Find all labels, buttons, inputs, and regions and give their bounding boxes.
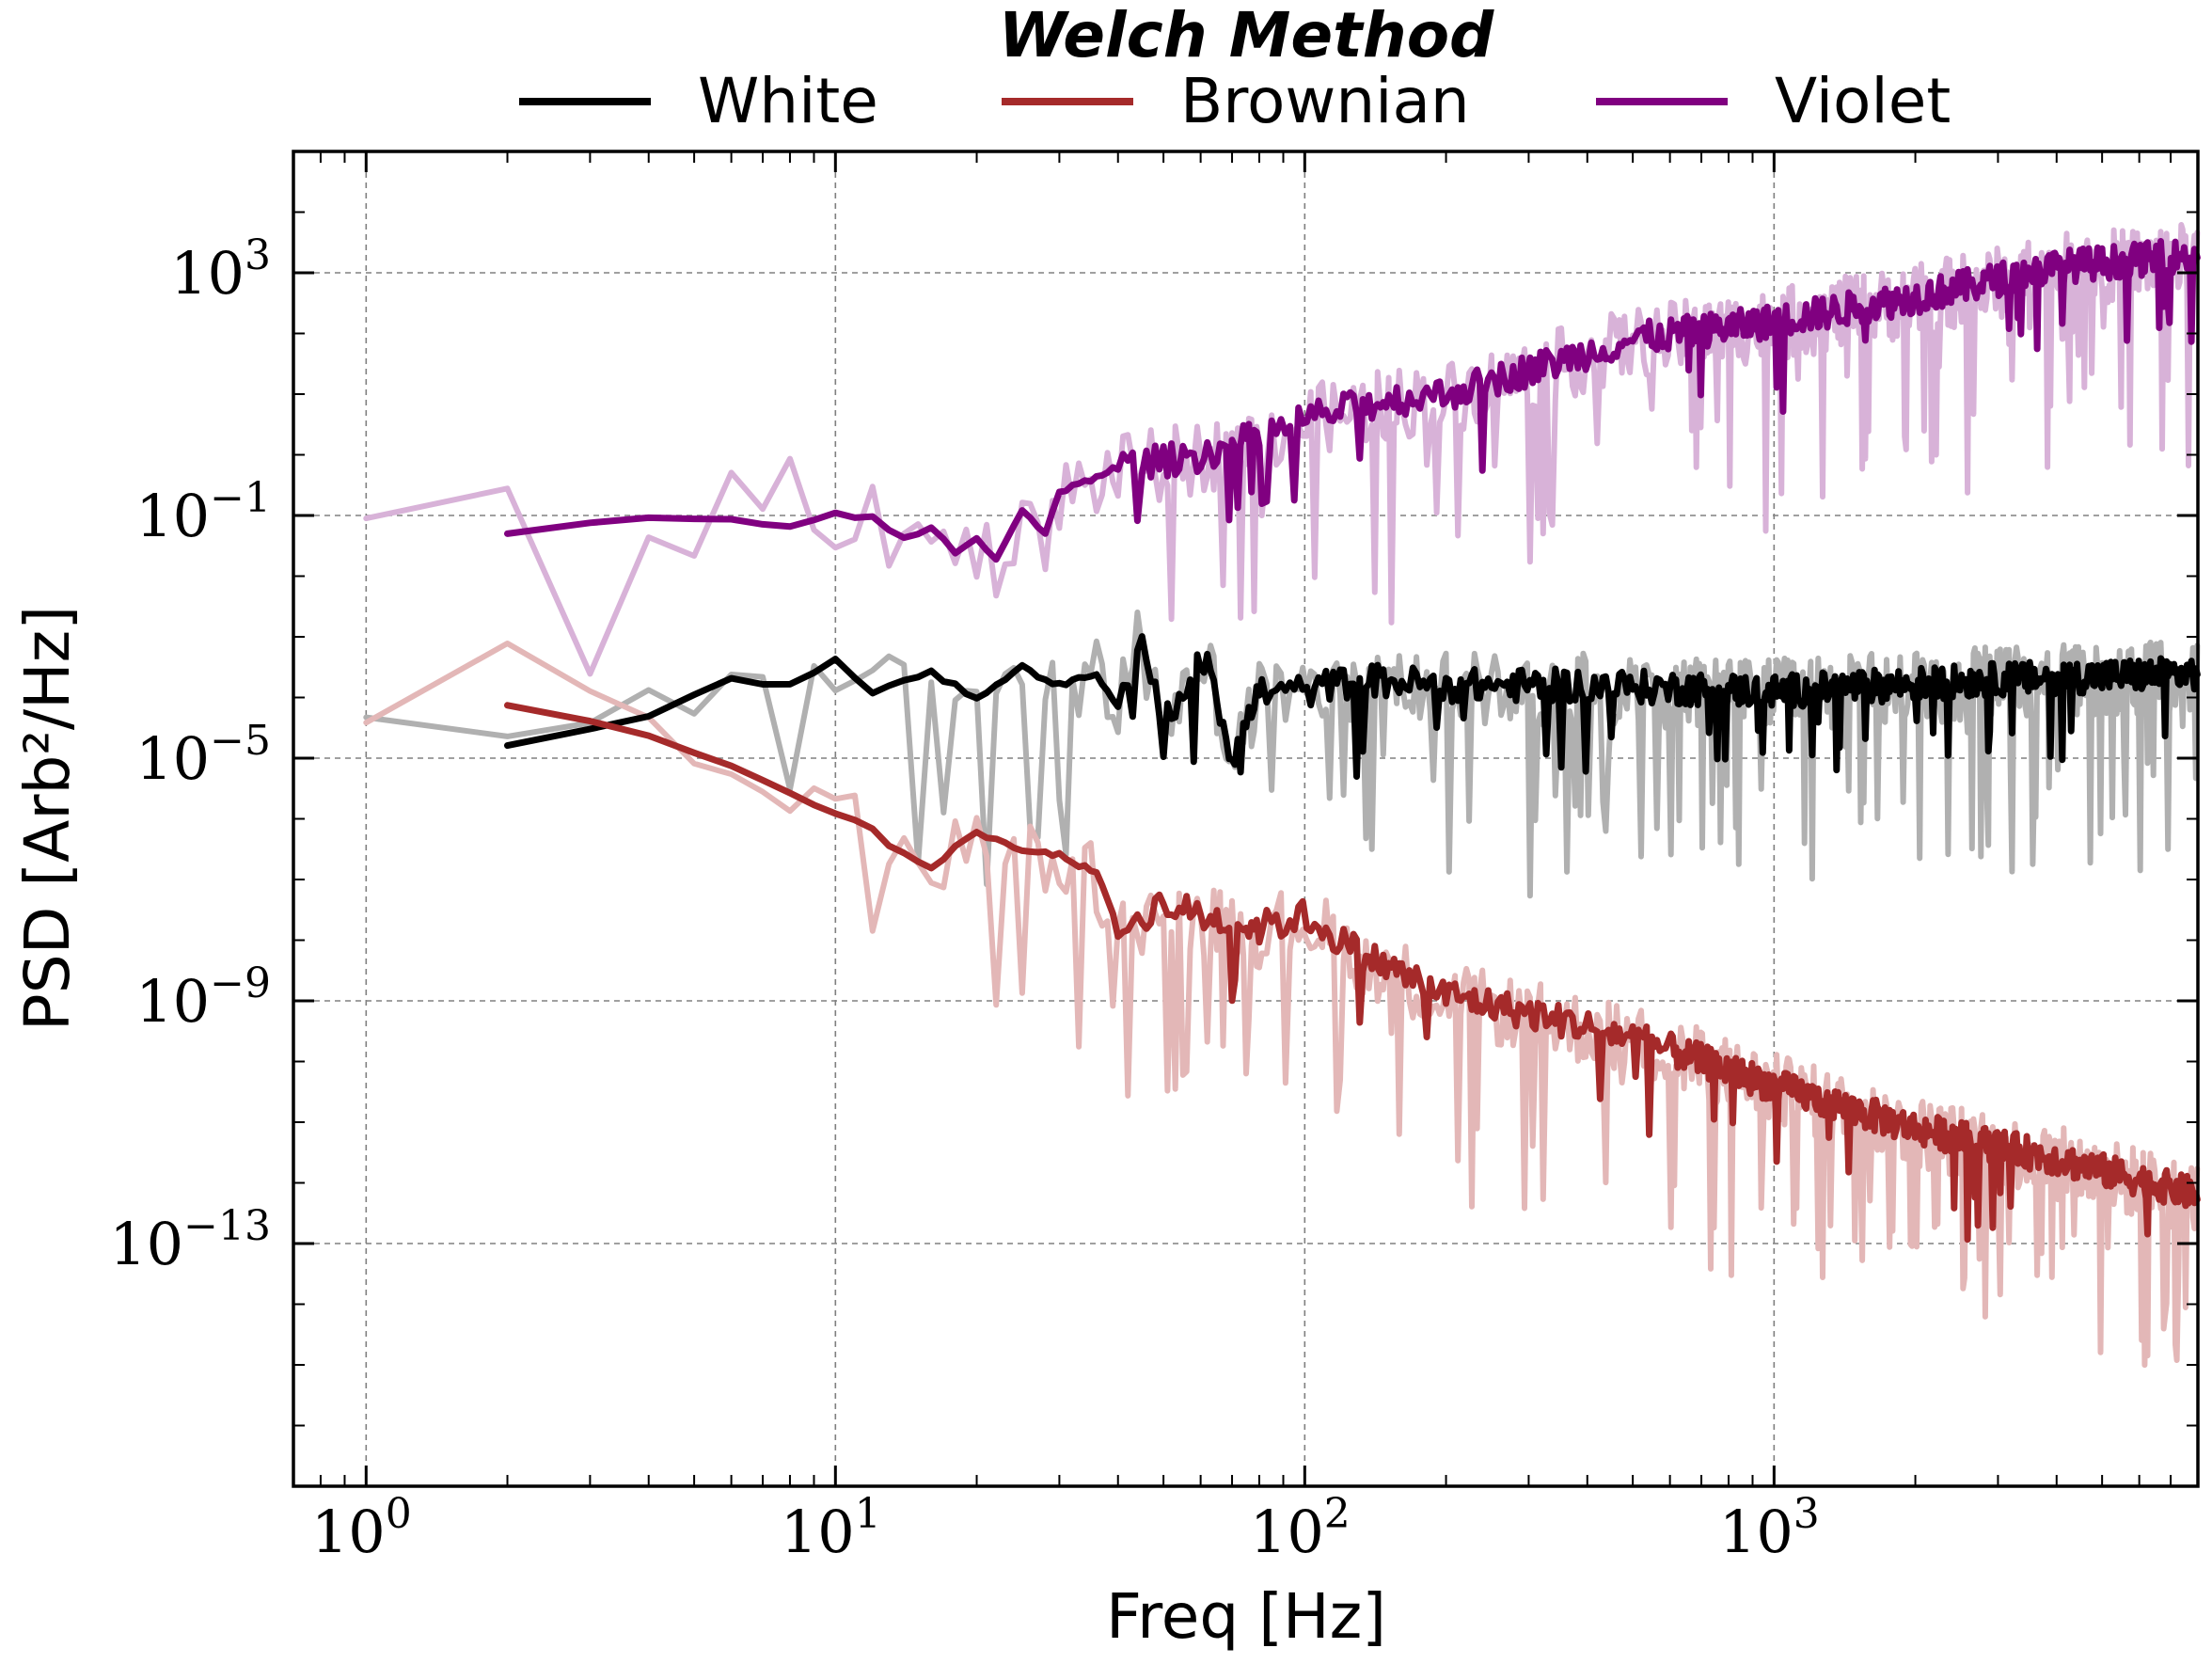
legend: White Brownian Violet (519, 65, 1951, 137)
chart-title: Welch Method (999, 0, 1494, 71)
x-tick-label-0: 100 (311, 1490, 412, 1566)
y-tick-label-2: 10−5 (135, 717, 271, 793)
legend-label-brownian: Brownian (1180, 65, 1470, 137)
raw-line-violet (363, 222, 2201, 677)
y-tick-label-1: 10−1 (135, 474, 271, 550)
plot-area (293, 151, 2201, 1486)
grid-lines (293, 151, 2198, 1486)
raw-periodogram-series (363, 222, 2201, 1369)
welch-line-white (504, 633, 2201, 780)
x-tick-labels: 100 101 102 103 (311, 1490, 1820, 1566)
y-tick-label-4: 10−13 (109, 1202, 271, 1278)
y-tick-label-0: 103 (170, 231, 271, 308)
welch-line-violet (504, 238, 2201, 563)
y-tick-labels: 103 10−1 10−5 10−9 10−13 (109, 231, 271, 1278)
y-tick-label-3: 10−9 (135, 959, 271, 1036)
legend-label-white: White (698, 65, 878, 137)
plot-frame (292, 150, 2200, 1488)
x-tick-label-2: 102 (1250, 1490, 1351, 1566)
welch-line-brownian (504, 702, 2201, 1244)
x-tick-label-1: 101 (781, 1490, 881, 1566)
raw-line-white (363, 610, 2201, 899)
y-axis-label: PSD [Arb²/Hz] (11, 606, 84, 1031)
welch-series (504, 238, 2201, 1244)
legend-label-violet: Violet (1775, 65, 1951, 137)
axis-ticks (292, 151, 2199, 1488)
x-tick-label-3: 103 (1719, 1490, 1820, 1566)
x-axis-label: Freq [Hz] (1106, 1580, 1386, 1653)
